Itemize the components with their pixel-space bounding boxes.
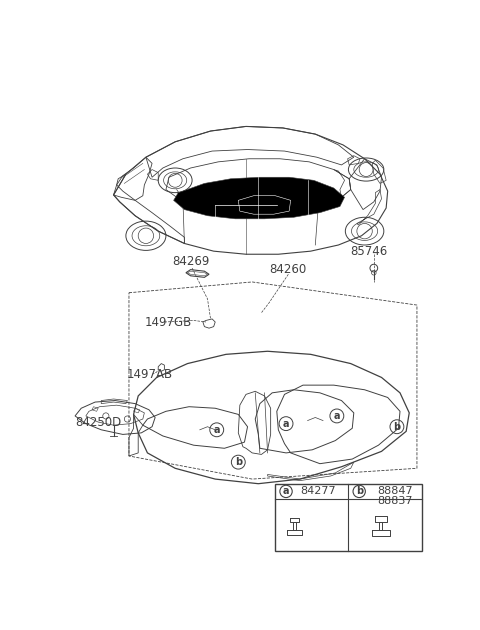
Text: 84269: 84269 (172, 255, 209, 268)
Polygon shape (174, 177, 345, 219)
Text: a: a (334, 411, 340, 421)
Text: 88847: 88847 (377, 486, 412, 496)
Text: 84260: 84260 (270, 263, 307, 276)
Bar (275, 484, 421, 551)
Text: 1497GB: 1497GB (144, 316, 192, 328)
Text: b: b (235, 457, 242, 467)
Text: b: b (393, 421, 400, 432)
Text: 84250D: 84250D (75, 416, 121, 428)
Text: 84277: 84277 (300, 486, 336, 496)
Text: 1497AB: 1497AB (127, 368, 173, 381)
Text: 88837: 88837 (377, 496, 412, 506)
Text: a: a (283, 419, 289, 428)
Text: 85746: 85746 (350, 244, 388, 258)
Text: a: a (214, 425, 220, 435)
Text: a: a (283, 486, 289, 496)
Text: b: b (356, 486, 363, 496)
